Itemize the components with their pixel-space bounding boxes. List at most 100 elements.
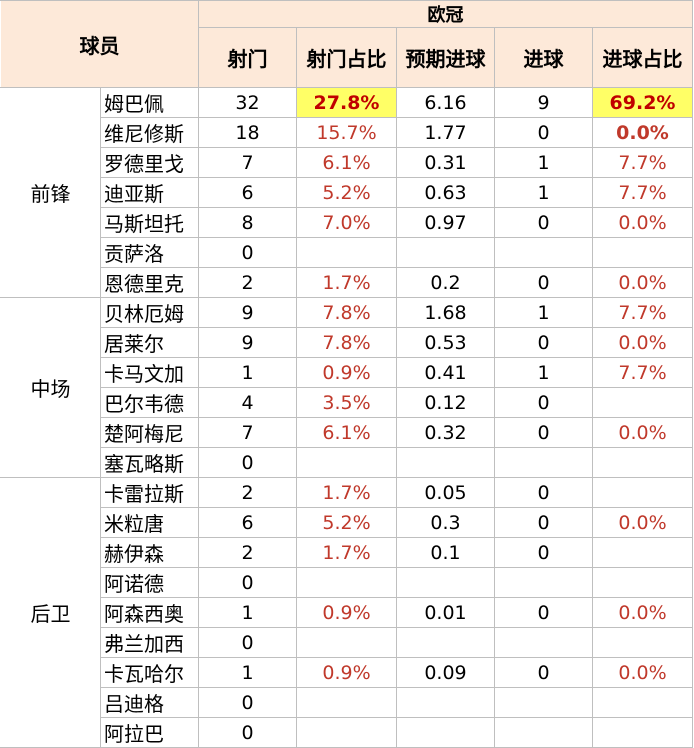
shots-cell: 1 [198,597,297,628]
table-body: 前锋 姆巴佩 32 27.8% 6.16 9 69.2% 维尼修斯 18 15.7% 1.77 0 0.… [0,87,693,748]
player-name-cell: 维尼修斯 [100,117,199,148]
table-row: 贡萨洛 0 [1,237,693,268]
table-row: 前锋 姆巴佩 32 27.8% 6.16 9 69.2% [0,87,693,298]
player-name-cell: 卡马文加 [100,357,199,388]
xg-cell: 0.53 [396,327,495,358]
shots-cell: 0 [198,627,297,658]
xg-cell: 0.31 [396,147,495,178]
table-row: 阿诺德 0 [1,567,693,598]
xg-cell: 0.2 [396,267,495,298]
shot-share-cell: 5.2% [296,177,397,208]
col-header-shot-share: 射门占比 [296,27,397,88]
table-row: 阿森西奥 1 0.9% 0.01 0 0.0% [1,597,693,628]
goal-share-cell [592,627,693,658]
table-row: 维尼修斯 18 15.7% 1.77 0 0.0% [1,117,693,148]
table-row: 巴尔韦德 4 3.5% 0.12 0 [1,387,693,418]
goals-cell: 0 [494,207,593,238]
shots-cell: 2 [198,477,297,508]
shot-share-cell: 6.1% [296,147,397,178]
goal-share-cell: 7.7% [592,357,693,388]
shots-cell: 0 [198,447,297,478]
goal-share-cell [592,447,693,478]
goals-cell [494,717,593,748]
position-group-label: 前锋 [0,87,101,298]
goals-cell [494,567,593,598]
goal-share-cell: 0.0% [592,507,693,538]
table-row: 马斯坦托 8 7.0% 0.97 0 0.0% [1,207,693,238]
shots-cell: 18 [198,117,297,148]
col-header-shots: 射门 [198,27,297,88]
player-name-cell: 罗德里戈 [100,147,199,178]
shots-cell: 4 [198,387,297,418]
goal-share-cell: 0.0% [592,207,693,238]
player-name-cell: 赫伊森 [100,537,199,568]
xg-cell: 0.12 [396,387,495,418]
player-name-cell: 恩德里克 [100,267,199,298]
table-row: 卡瓦哈尔 1 0.9% 0.09 0 0.0% [1,657,693,688]
table-row: 塞瓦略斯 0 [1,447,693,478]
table-row: 米粒唐 6 5.2% 0.3 0 0.0% [1,507,693,538]
goal-share-cell [592,687,693,718]
player-name-cell: 阿拉巴 [100,717,199,748]
shots-cell: 0 [198,687,297,718]
shots-cell: 2 [198,267,297,298]
goals-cell: 9 [494,87,593,118]
shot-share-cell: 1.7% [296,267,397,298]
shot-share-cell: 3.5% [296,387,397,418]
shot-share-cell: 5.2% [296,507,397,538]
xg-cell: 0.01 [396,597,495,628]
shots-cell: 1 [198,357,297,388]
table-row: 迪亚斯 6 5.2% 0.63 1 7.7% [1,177,693,208]
shot-share-cell: 0.9% [296,657,397,688]
xg-cell: 0.32 [396,417,495,448]
player-name-cell: 塞瓦略斯 [100,447,199,478]
xg-cell [396,627,495,658]
table-row: 中场 贝林厄姆 9 7.8% 1.68 1 7.7% [0,297,693,478]
competition-header: 欧冠 [198,0,693,28]
shot-share-cell [296,237,397,268]
xg-cell [396,567,495,598]
col-header-goals: 进球 [494,27,593,88]
xg-cell: 0.05 [396,477,495,508]
shots-cell: 0 [198,717,297,748]
table-row: 卡马文加 1 0.9% 0.41 1 7.7% [1,357,693,388]
goals-cell: 1 [494,177,593,208]
xg-cell: 0.09 [396,657,495,688]
player-name-cell: 阿诺德 [100,567,199,598]
xg-cell: 0.3 [396,507,495,538]
position-group-label: 后卫 [0,477,101,748]
goal-share-cell [592,387,693,418]
goal-share-cell: 0.0% [592,417,693,448]
goals-cell [494,237,593,268]
table-row: 居莱尔 9 7.8% 0.53 0 0.0% [1,327,693,358]
xg-cell: 0.97 [396,207,495,238]
xg-cell [396,717,495,748]
goal-share-cell [592,477,693,508]
player-name-cell: 阿森西奥 [100,597,199,628]
goal-share-cell [592,537,693,568]
player-name-cell: 迪亚斯 [100,177,199,208]
xg-cell: 0.41 [396,357,495,388]
goal-share-cell: 0.0% [592,267,693,298]
shots-cell: 6 [198,507,297,538]
shot-share-cell: 7.8% [296,327,397,358]
col-header-xg: 预期进球 [396,27,495,88]
xg-cell: 0.1 [396,537,495,568]
player-name-cell: 贡萨洛 [100,237,199,268]
shot-share-cell [296,687,397,718]
goals-cell: 0 [494,417,593,448]
table-row: 吕迪格 0 [1,687,693,718]
goal-share-cell: 7.7% [592,147,693,178]
player-name-cell: 楚阿梅尼 [100,417,199,448]
shot-share-cell: 6.1% [296,417,397,448]
goals-cell: 1 [494,297,593,328]
shots-cell: 8 [198,207,297,238]
goal-share-cell: 0.0% [592,597,693,628]
player-name-cell: 姆巴佩 [100,87,199,118]
position-group-label: 中场 [0,297,101,478]
shot-share-cell [296,447,397,478]
goals-cell: 0 [494,477,593,508]
table-row: 恩德里克 2 1.7% 0.2 0 0.0% [1,267,693,298]
goal-share-cell [592,237,693,268]
